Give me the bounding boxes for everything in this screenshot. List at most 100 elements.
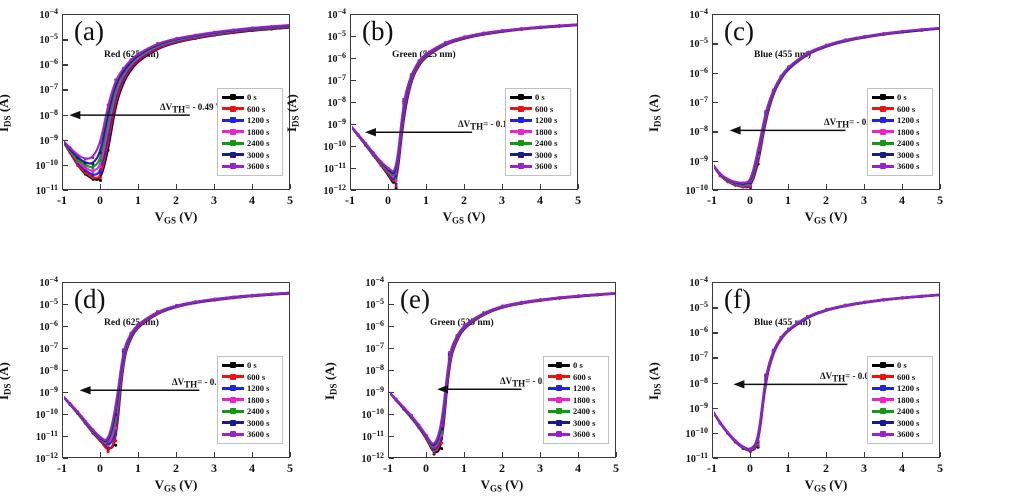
data-point bbox=[155, 309, 159, 313]
y-tickmark-b bbox=[351, 102, 356, 104]
x-tickmark-a bbox=[138, 184, 140, 189]
data-point bbox=[725, 177, 729, 181]
data-point bbox=[113, 97, 117, 101]
data-point bbox=[919, 27, 923, 31]
y-tick-label-d-6: 10−10 bbox=[35, 407, 58, 421]
data-point bbox=[519, 27, 523, 31]
x-tickmark-d bbox=[100, 452, 102, 457]
legend-label-3000s: 3000 s bbox=[897, 149, 920, 160]
data-point bbox=[778, 76, 782, 80]
data-point bbox=[75, 410, 79, 414]
data-point bbox=[155, 310, 159, 314]
data-point bbox=[439, 441, 443, 445]
y-tick-label-e-5: 10−9 bbox=[365, 385, 384, 399]
data-point bbox=[432, 446, 436, 450]
data-point bbox=[576, 293, 580, 297]
legend-label-0s: 0 s bbox=[897, 360, 907, 371]
data-point bbox=[443, 42, 447, 46]
data-point bbox=[121, 354, 125, 358]
legend-swatch-1800s bbox=[548, 397, 570, 403]
legend-swatch-1800s bbox=[510, 129, 532, 135]
data-point bbox=[862, 35, 866, 39]
data-point bbox=[805, 50, 809, 54]
data-point bbox=[462, 34, 466, 38]
x-tick-label-f-0: -1 bbox=[707, 461, 717, 475]
data-point bbox=[424, 52, 428, 56]
data-point bbox=[90, 165, 94, 169]
data-point bbox=[595, 292, 599, 296]
data-point bbox=[83, 419, 87, 423]
data-point bbox=[824, 308, 828, 312]
data-point bbox=[409, 72, 413, 76]
data-point bbox=[740, 445, 744, 449]
data-point bbox=[756, 440, 760, 444]
y-tickmark-a bbox=[63, 190, 68, 192]
data-point bbox=[250, 293, 254, 297]
legend-swatch-0s bbox=[548, 362, 570, 368]
data-point bbox=[193, 35, 197, 39]
data-point bbox=[128, 64, 132, 68]
data-point bbox=[725, 178, 729, 182]
legend-swatch-3600s bbox=[548, 431, 570, 437]
data-point bbox=[843, 303, 847, 307]
legend-label-0s: 0 s bbox=[573, 360, 583, 371]
data-point bbox=[718, 172, 722, 176]
data-point bbox=[269, 292, 273, 296]
x-tickmark-c bbox=[826, 184, 828, 189]
x-tick-label-c-0: -1 bbox=[707, 193, 717, 207]
plot-area-e bbox=[388, 282, 616, 458]
data-point bbox=[862, 300, 866, 304]
data-point bbox=[771, 349, 775, 353]
data-point bbox=[805, 314, 809, 318]
y-tickmark-c bbox=[713, 160, 718, 163]
y-tick-label-b-2: 10−6 bbox=[327, 51, 346, 65]
data-point bbox=[733, 182, 737, 186]
legend-item-b-1800s: 1800 s bbox=[510, 126, 566, 138]
y-tick-label-b-5: 10−9 bbox=[327, 117, 346, 131]
data-point bbox=[771, 89, 775, 93]
legend-swatch-3000s bbox=[872, 152, 894, 158]
y-tick-label-e-8: 10−12 bbox=[361, 451, 384, 465]
y-tick-label-b-3: 10−7 bbox=[327, 73, 346, 87]
x-tick-label-e-0: -1 bbox=[383, 461, 393, 475]
data-point bbox=[500, 304, 504, 308]
x-tick-label-f-5: 4 bbox=[899, 461, 905, 475]
data-point bbox=[763, 109, 767, 113]
data-point bbox=[919, 294, 923, 298]
data-point bbox=[174, 304, 178, 308]
data-point bbox=[269, 291, 273, 295]
data-point bbox=[778, 335, 782, 339]
y-axis-label-d: IDS (A) bbox=[0, 362, 13, 400]
data-point bbox=[778, 336, 782, 340]
legend-item-a-3600s: 3600 s bbox=[222, 161, 278, 173]
x-tickmark-b bbox=[578, 184, 580, 189]
legend-swatch-600s bbox=[548, 374, 570, 380]
legend-label-2400s: 2400 s bbox=[247, 138, 270, 149]
data-point bbox=[462, 36, 466, 40]
data-point bbox=[718, 421, 722, 425]
data-point bbox=[538, 298, 542, 302]
data-point bbox=[725, 430, 729, 434]
data-point bbox=[106, 447, 110, 451]
data-point bbox=[231, 27, 235, 31]
data-point bbox=[862, 35, 866, 39]
data-point bbox=[174, 36, 178, 40]
legend-item-f-1200s: 1200 s bbox=[872, 383, 928, 395]
data-point bbox=[481, 31, 485, 35]
data-point bbox=[212, 32, 216, 36]
data-point bbox=[193, 299, 197, 303]
y-tickmark-e bbox=[389, 326, 394, 328]
data-point bbox=[771, 88, 775, 92]
x-tickmark-f bbox=[864, 452, 866, 457]
legend-swatch-600s bbox=[872, 106, 894, 112]
panel-title-d: Red (625 nm) bbox=[104, 318, 159, 328]
data-point bbox=[401, 113, 405, 117]
data-point bbox=[557, 296, 561, 300]
y-tickmark-d bbox=[63, 436, 68, 438]
data-point bbox=[136, 324, 140, 328]
data-point bbox=[90, 175, 94, 179]
y-tickmark-e bbox=[389, 458, 394, 460]
data-point bbox=[113, 412, 117, 416]
data-point bbox=[121, 69, 125, 73]
data-point bbox=[748, 183, 752, 187]
